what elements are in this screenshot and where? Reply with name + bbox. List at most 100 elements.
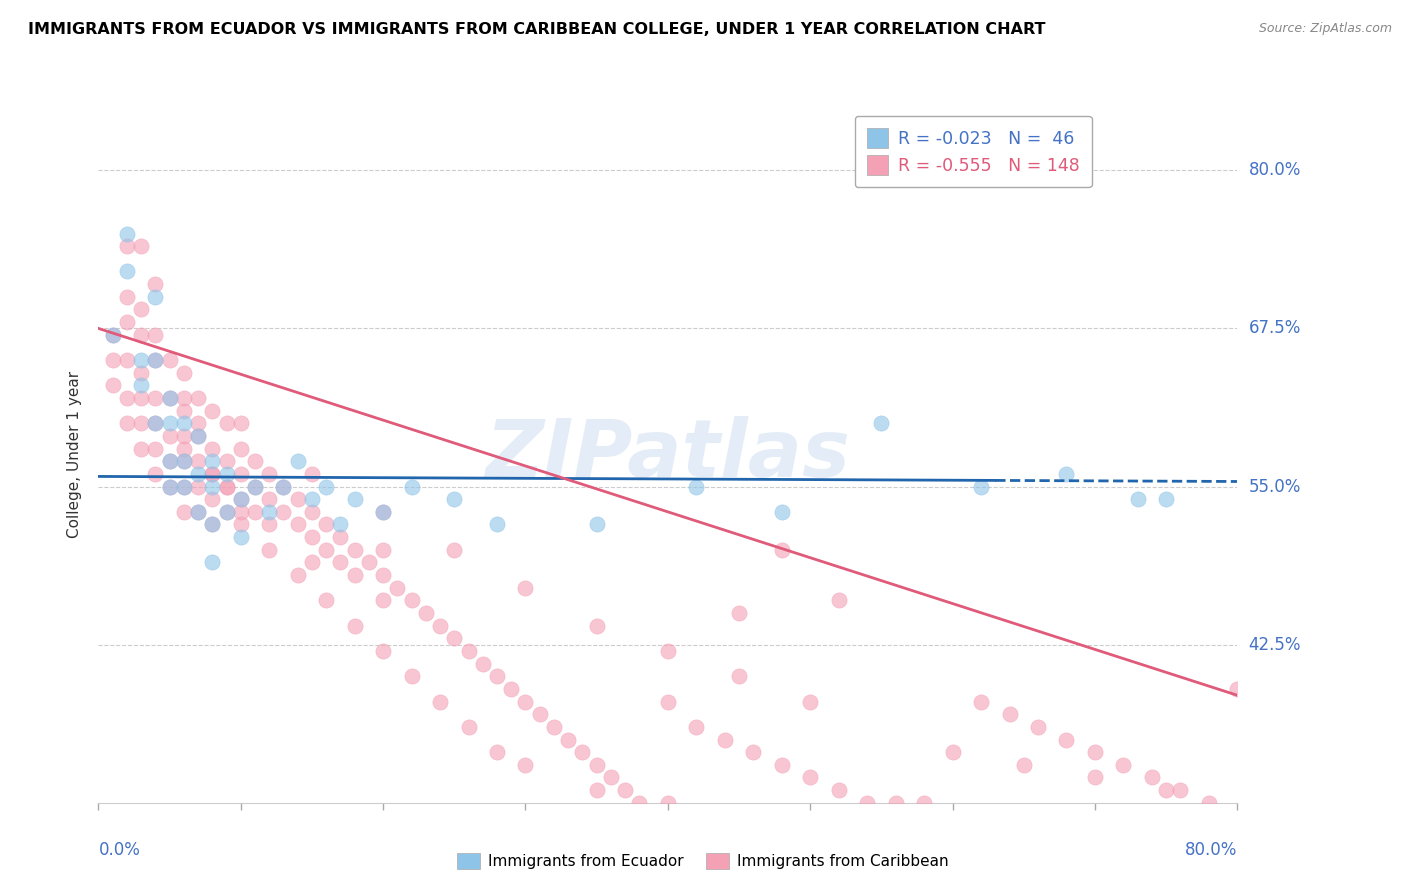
Point (173, 454, 195, 468)
Text: IMMIGRANTS FROM ECUADOR VS IMMIGRANTS FROM CARIBBEAN COLLEGE, UNDER 1 YEAR CORRE: IMMIGRANTS FROM ECUADOR VS IMMIGRANTS FR… (28, 22, 1046, 37)
Point (373, 505, 395, 519)
Point (201, 467, 224, 481)
Point (571, 745, 593, 759)
Point (273, 479, 295, 493)
Point (343, 618, 366, 632)
Point (429, 618, 451, 632)
Point (187, 429, 209, 443)
Point (515, 695, 537, 709)
Point (457, 720, 479, 734)
Point (115, 290, 138, 304)
Point (287, 517, 309, 532)
Point (373, 568, 395, 582)
Point (129, 366, 152, 380)
Point (215, 479, 238, 493)
Point (1084, 745, 1107, 759)
Point (585, 517, 607, 532)
Point (215, 417, 238, 431)
Point (101, 327, 124, 342)
Point (229, 442, 252, 456)
Point (145, 442, 167, 456)
Point (728, 606, 751, 620)
Point (145, 417, 167, 431)
Point (1026, 720, 1049, 734)
Point (129, 327, 152, 342)
Point (229, 417, 252, 431)
Point (443, 632, 465, 646)
Point (159, 479, 181, 493)
Point (301, 467, 323, 481)
Point (201, 467, 224, 481)
Point (173, 403, 195, 417)
Point (1140, 771, 1163, 785)
Point (373, 505, 395, 519)
Point (728, 669, 751, 683)
Point (799, 695, 821, 709)
Point (259, 467, 281, 481)
Point (115, 239, 138, 253)
Point (243, 505, 266, 519)
Point (145, 417, 167, 431)
Point (259, 505, 281, 519)
Point (215, 454, 238, 468)
Point (201, 517, 224, 532)
Point (187, 467, 209, 481)
Point (501, 681, 523, 696)
Point (799, 771, 821, 785)
Point (287, 492, 309, 507)
Text: Source: ZipAtlas.com: Source: ZipAtlas.com (1258, 22, 1392, 36)
Point (173, 479, 195, 493)
Point (443, 492, 465, 507)
Point (685, 720, 707, 734)
Point (129, 239, 152, 253)
Text: 80.0%: 80.0% (1185, 841, 1237, 859)
Point (229, 517, 252, 532)
Point (129, 391, 152, 405)
Point (942, 808, 965, 822)
Point (998, 707, 1021, 722)
Point (129, 353, 152, 368)
Point (942, 745, 965, 759)
Point (101, 353, 124, 368)
Point (1154, 783, 1177, 797)
Point (1112, 757, 1135, 772)
Point (870, 417, 893, 431)
Point (215, 505, 238, 519)
Point (159, 454, 181, 468)
Point (856, 796, 879, 810)
Point (243, 479, 266, 493)
Point (145, 327, 167, 342)
Point (173, 366, 195, 380)
Point (201, 556, 224, 570)
Point (129, 302, 152, 317)
Point (229, 467, 252, 481)
Point (215, 467, 238, 481)
Point (229, 492, 252, 507)
Point (343, 568, 366, 582)
Point (373, 593, 395, 607)
Point (229, 530, 252, 544)
Point (173, 442, 195, 456)
Point (657, 796, 679, 810)
Point (970, 479, 993, 493)
Point (301, 530, 323, 544)
Text: 0.0%: 0.0% (98, 841, 141, 859)
Point (201, 479, 224, 493)
Point (486, 517, 509, 532)
Point (173, 391, 195, 405)
Point (159, 429, 181, 443)
Legend: Immigrants from Ecuador, Immigrants from Caribbean: Immigrants from Ecuador, Immigrants from… (451, 847, 955, 875)
Point (828, 783, 851, 797)
Point (1012, 757, 1035, 772)
Point (329, 556, 352, 570)
Point (373, 644, 395, 658)
Point (628, 796, 651, 810)
Point (259, 492, 281, 507)
Point (201, 403, 224, 417)
Point (742, 745, 765, 759)
Point (243, 454, 266, 468)
Point (243, 479, 266, 493)
Point (159, 417, 181, 431)
Point (115, 353, 138, 368)
Text: 67.5%: 67.5% (1249, 319, 1301, 337)
